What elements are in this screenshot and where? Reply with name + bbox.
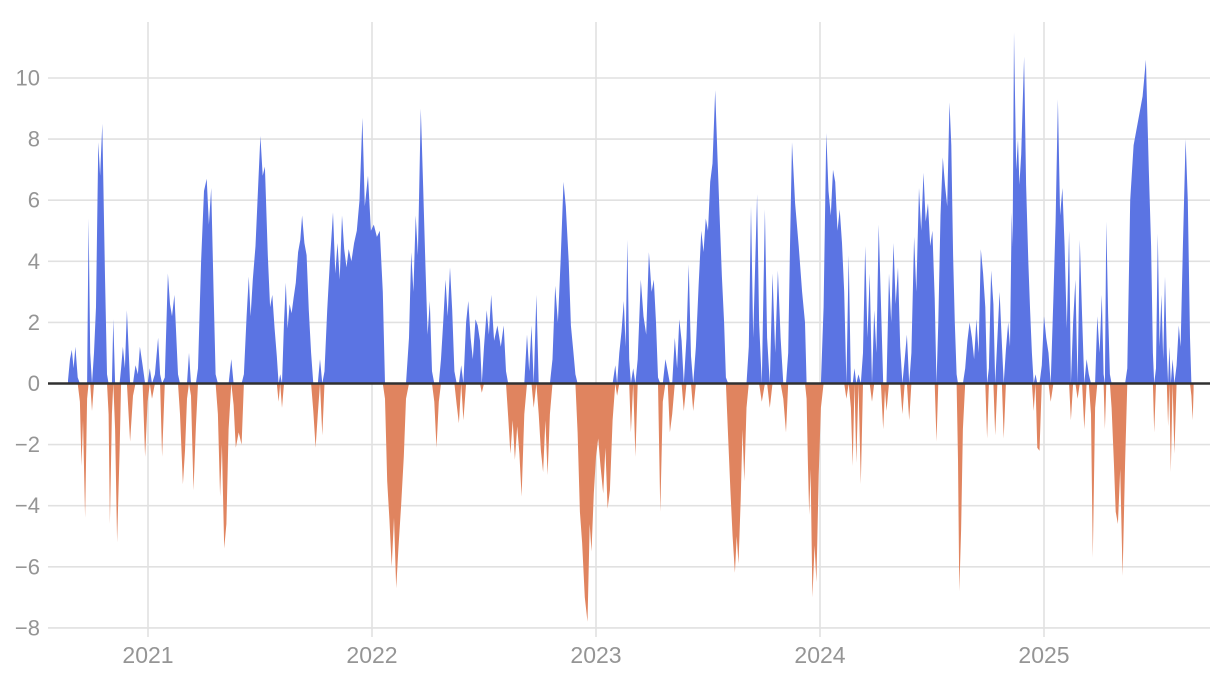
x-axis-tick-label: 2024 xyxy=(794,642,845,668)
x-axis-tick-label: 2023 xyxy=(570,642,621,668)
x-axis-tick-label: 2022 xyxy=(346,642,397,668)
y-axis-tick-label: 10 xyxy=(16,66,40,91)
y-axis-tick-label: −8 xyxy=(15,615,40,640)
y-axis-tick-label: −6 xyxy=(15,554,40,579)
y-axis-tick-label: −4 xyxy=(15,493,40,518)
y-axis-tick-label: 4 xyxy=(28,249,40,274)
y-axis-tick-label: 8 xyxy=(28,127,40,152)
x-axis-tick-label: 2025 xyxy=(1018,642,1069,668)
negative-area xyxy=(68,383,1194,622)
y-axis-tick-label: 6 xyxy=(28,188,40,213)
y-axis-tick-label: −2 xyxy=(15,432,40,457)
x-axis-tick-label: 2021 xyxy=(122,642,173,668)
y-axis-tick-label: 0 xyxy=(28,371,40,396)
y-axis-tick-label: 2 xyxy=(28,310,40,335)
positive-area xyxy=(68,32,1194,384)
